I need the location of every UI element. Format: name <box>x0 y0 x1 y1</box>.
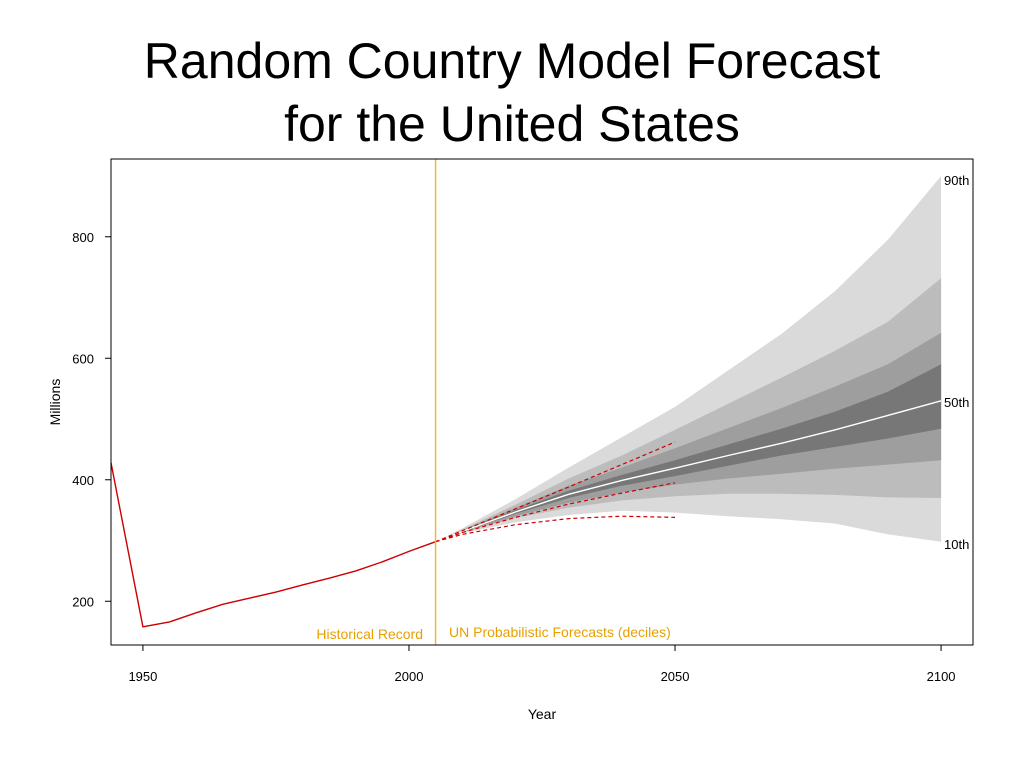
historical-line <box>110 462 436 628</box>
x-tick-label: 2100 <box>927 669 956 684</box>
band-20-80 <box>435 278 942 542</box>
chart-title-line-2: for the United States <box>284 96 740 152</box>
median-line <box>435 400 942 543</box>
y-tick-label: 600 <box>72 351 94 366</box>
chart-title: Random Country Model Forecast for the Un… <box>0 30 1024 156</box>
x-tick-label: 2000 <box>395 669 424 684</box>
y-tick-label: 200 <box>72 594 94 609</box>
y-axis: 200 400 600 800 <box>72 230 111 609</box>
projection-line-1 <box>435 441 676 543</box>
band-40-60 <box>435 364 942 542</box>
x-tick-label: 1950 <box>128 669 157 684</box>
chart-title-line-1: Random Country Model Forecast <box>143 33 881 89</box>
percentile-90-label: 90th <box>944 173 969 188</box>
historical-record-label: Historical Record <box>316 626 423 642</box>
projection-line-3 <box>435 515 676 543</box>
percentile-10-label: 10th <box>944 537 969 552</box>
percentile-50-label: 50th <box>944 395 969 410</box>
decile-bands <box>435 176 942 542</box>
projection-line-2 <box>435 482 676 543</box>
x-tick-label: 2050 <box>661 669 690 684</box>
x-axis: 1950 2000 2050 2100 <box>128 645 956 684</box>
x-axis-label: Year <box>528 706 557 722</box>
plot-frame <box>110 158 974 646</box>
series-lines <box>110 400 942 628</box>
forecast-label: UN Probabilistic Forecasts (deciles) <box>449 624 671 640</box>
y-tick-label: 400 <box>72 473 94 488</box>
y-tick-label: 800 <box>72 230 94 245</box>
y-axis-label: Millions <box>47 379 63 426</box>
